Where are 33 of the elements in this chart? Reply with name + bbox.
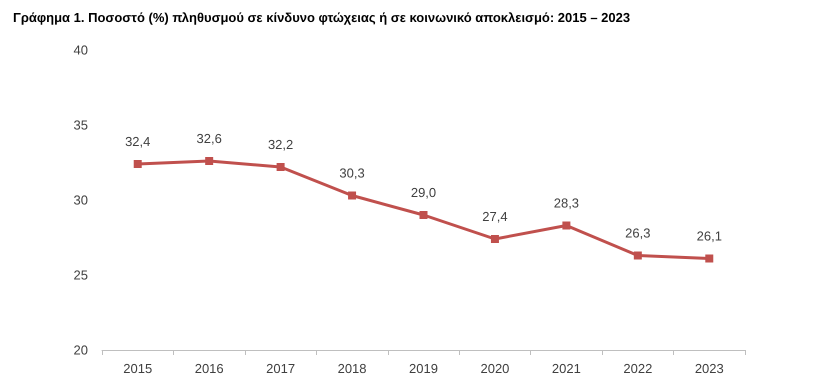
point xyxy=(705,254,714,262)
y-tick-label: 40 xyxy=(74,42,88,58)
point xyxy=(348,192,356,200)
y-tick-label: 35 xyxy=(74,118,88,132)
data-label: 32,2 xyxy=(268,137,294,152)
data-label: 26,1 xyxy=(696,228,722,244)
point xyxy=(205,157,214,165)
x-tick-label: 2015 xyxy=(123,361,152,376)
point xyxy=(134,160,142,168)
x-tick-label: 2022 xyxy=(623,361,652,376)
x-tick-label: 2020 xyxy=(480,361,510,376)
point xyxy=(420,211,428,219)
data-label: 30,3 xyxy=(339,166,365,180)
y-tick-label: 20 xyxy=(74,342,88,358)
point xyxy=(490,235,499,243)
point xyxy=(562,222,570,230)
data-label: 26,3 xyxy=(625,226,650,240)
data-label: 28,3 xyxy=(554,196,580,210)
x-tick-label: 2021 xyxy=(552,361,581,376)
x-tick-label: 2016 xyxy=(194,361,224,376)
x-tick-label: 2017 xyxy=(266,361,296,376)
y-tick-label: 25 xyxy=(74,268,88,282)
point xyxy=(634,252,642,260)
x-tick-label: 2019 xyxy=(409,361,438,376)
data-label: 27,4 xyxy=(482,209,508,224)
chart-title: Γράφημα 1. Ποσοστό (%) πληθυσμού σε κίνδυνο φτώχειας ή σε κοινωνικό αποκλεισμό: 2015 – 2023 xyxy=(13,10,630,25)
x-tick-label: 2018 xyxy=(338,361,367,376)
data-label: 32,4 xyxy=(125,134,150,149)
data-label: 29,0 xyxy=(410,185,436,200)
data-label: 32,6 xyxy=(196,131,222,146)
x-tick-label: 2023 xyxy=(694,361,724,376)
y-tick-label: 30 xyxy=(74,192,88,208)
point xyxy=(276,163,285,171)
